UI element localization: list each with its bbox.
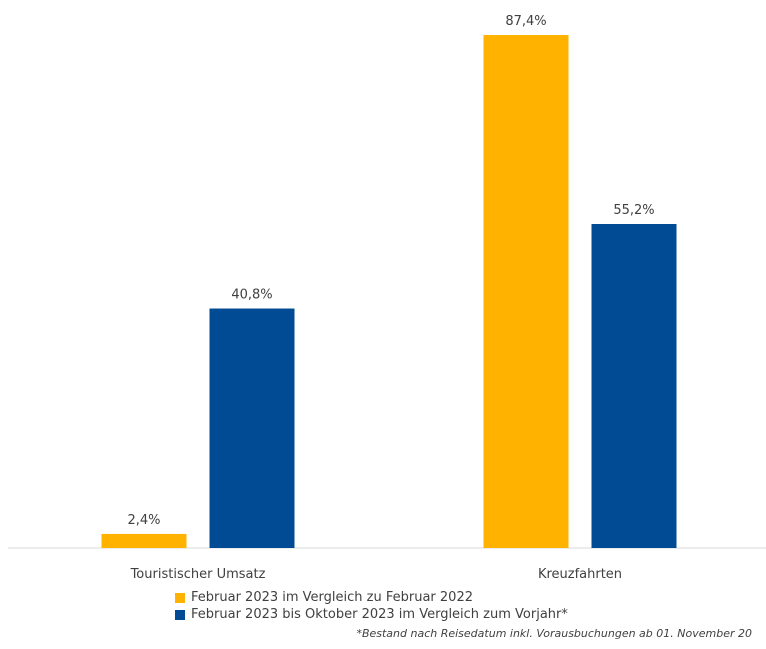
category-label-1: Touristischer Umsatz bbox=[130, 567, 266, 582]
legend-label-series-1: Februar 2023 im Vergleich zu Februar 202… bbox=[191, 589, 473, 606]
category-label-2: Kreuzfahrten bbox=[538, 567, 622, 582]
data-label-1-series-2: 40,8% bbox=[231, 288, 272, 303]
data-label-2-series-2: 55,2% bbox=[613, 203, 654, 218]
legend-label-series-2: Februar 2023 bis Oktober 2023 im Verglei… bbox=[191, 606, 568, 623]
legend-swatch-series-1 bbox=[175, 593, 185, 603]
bar-1-series-2 bbox=[210, 309, 295, 548]
data-label-1-series-1: 2,4% bbox=[127, 513, 160, 528]
bar-chart: 2,4% 40,8% 87,4% 55,2% Touristischer Umsatz… bbox=[0, 0, 766, 590]
bar-2-series-2 bbox=[592, 224, 677, 548]
bar-2-series-1 bbox=[484, 35, 569, 548]
data-label-2-series-1: 87,4% bbox=[505, 14, 546, 29]
legend-swatch-series-2 bbox=[175, 610, 185, 620]
footnote: *Bestand nach Reisedatum inkl. Vorausbuc… bbox=[356, 627, 752, 640]
bar-1-series-1 bbox=[102, 534, 187, 548]
legend-item-series-1: Februar 2023 im Vergleich zu Februar 202… bbox=[175, 589, 568, 606]
legend-item-series-2: Februar 2023 bis Oktober 2023 im Verglei… bbox=[175, 606, 568, 623]
legend: Februar 2023 im Vergleich zu Februar 202… bbox=[175, 589, 568, 623]
